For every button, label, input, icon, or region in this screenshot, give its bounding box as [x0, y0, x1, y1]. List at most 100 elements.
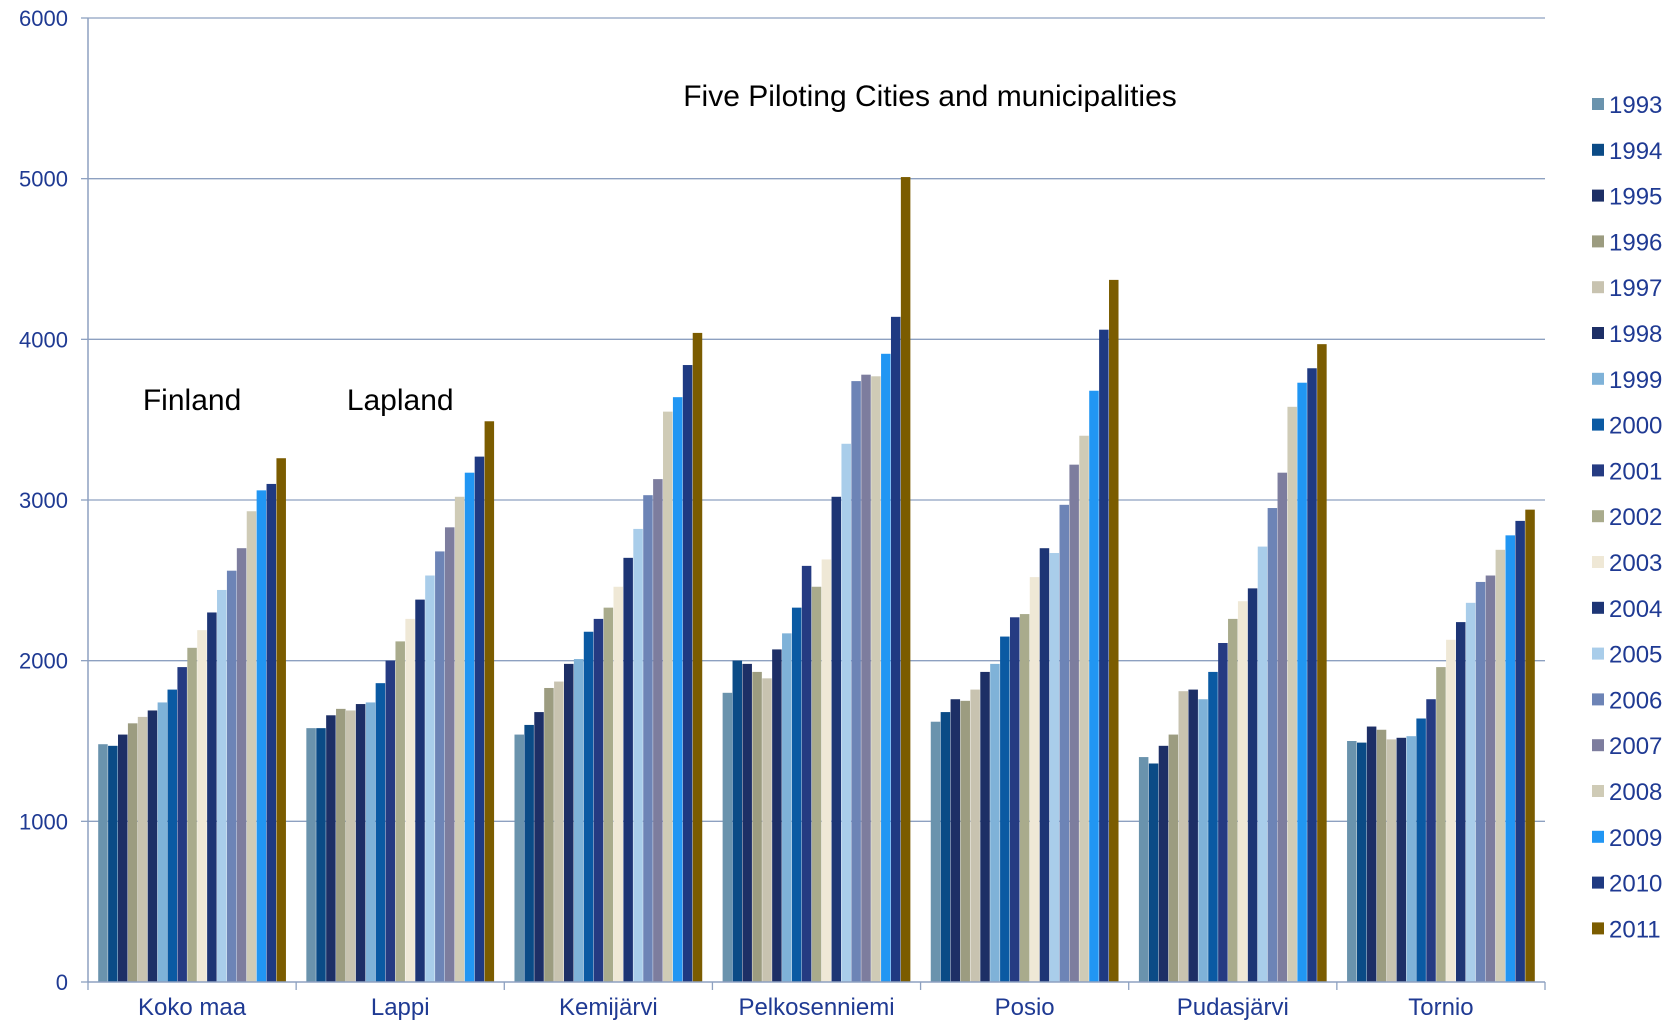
bar [603, 607, 614, 982]
bar [345, 710, 356, 982]
bar [1000, 636, 1010, 982]
bar [405, 618, 415, 982]
bar [990, 663, 1000, 982]
legend-label: 1999 [1609, 367, 1662, 394]
bar [1059, 504, 1070, 982]
bar [583, 631, 594, 982]
bar [137, 716, 148, 982]
bar [752, 671, 762, 982]
bar [217, 589, 227, 982]
bar [454, 496, 465, 982]
bar [1386, 739, 1397, 982]
legend-swatch [1592, 601, 1604, 614]
bar [801, 565, 812, 982]
bar [1317, 344, 1327, 982]
legend-label: 1995 [1609, 184, 1662, 211]
bar [1148, 763, 1159, 982]
legend-label: 2008 [1609, 779, 1662, 806]
bar [236, 548, 247, 982]
legend-swatch [1592, 235, 1604, 248]
y-tick-label: 4000 [19, 327, 68, 352]
bar [415, 599, 425, 982]
bar [1198, 699, 1208, 982]
bar [534, 712, 544, 982]
bar [147, 710, 158, 982]
legend-swatch [1592, 830, 1604, 843]
x-tick-label: Pelkosenniemi [738, 994, 894, 1021]
bar [226, 570, 237, 982]
bar [643, 495, 653, 982]
bar [544, 687, 554, 982]
bar [950, 699, 961, 982]
legend-swatch [1592, 693, 1604, 706]
y-tick-label: 6000 [19, 6, 68, 31]
x-tick-label: Kemijärvi [559, 994, 658, 1021]
bar [1168, 734, 1179, 982]
legend-label: 1998 [1609, 321, 1662, 348]
bar [742, 663, 752, 982]
legend-swatch [1592, 510, 1604, 523]
bar [118, 734, 128, 982]
bar [1247, 588, 1258, 982]
legend-label: 2001 [1609, 458, 1662, 485]
annotations: Finland Lapland Five Piloting Cities and m… [143, 80, 1177, 417]
legend-label: 2011 [1609, 916, 1661, 943]
bar [157, 702, 168, 982]
bar [1455, 622, 1466, 982]
bar [940, 712, 951, 982]
bar [1406, 736, 1416, 982]
bar [326, 715, 336, 982]
bar [871, 376, 881, 983]
bar [1376, 729, 1387, 982]
bar [1465, 602, 1476, 982]
legend-swatch [1592, 281, 1604, 294]
bar [1515, 520, 1525, 982]
bar [970, 689, 980, 982]
legend-swatch [1592, 739, 1604, 752]
bar [1297, 382, 1307, 982]
bar [1366, 726, 1377, 982]
legend-swatch [1592, 143, 1604, 156]
bar [762, 678, 772, 982]
bar [1237, 601, 1248, 982]
bar [1178, 691, 1189, 982]
bar [1208, 671, 1218, 982]
bar [1019, 614, 1030, 982]
bar [1267, 508, 1278, 982]
bar [1475, 581, 1486, 982]
bar [266, 483, 277, 982]
bar [1525, 509, 1535, 982]
bar [207, 612, 217, 982]
bar [1257, 546, 1268, 982]
bar [1158, 745, 1169, 982]
bar [1099, 329, 1109, 982]
y-tick-label: 5000 [19, 167, 68, 192]
chart-annotation: Five Piloting Cities and municipalities [683, 80, 1177, 113]
bar [623, 557, 633, 982]
bar [1049, 553, 1060, 982]
legend-label: 2006 [1609, 687, 1662, 714]
bar [365, 702, 376, 982]
bar [573, 659, 584, 982]
bar [306, 728, 316, 982]
bar [187, 647, 197, 982]
legend-label: 2004 [1609, 596, 1662, 623]
bar [930, 721, 941, 982]
bar [435, 551, 445, 982]
bar [772, 649, 782, 982]
bar [464, 472, 475, 982]
bar [672, 397, 683, 982]
bar [1396, 737, 1407, 982]
bar [633, 528, 643, 982]
bar [177, 667, 187, 982]
legend-swatch [1592, 556, 1604, 568]
bar [1228, 618, 1238, 982]
legend-label: 2009 [1609, 825, 1662, 852]
bar [1109, 279, 1119, 982]
bar [960, 700, 970, 982]
bar [246, 511, 257, 982]
bar [1505, 535, 1515, 982]
bar [336, 708, 346, 982]
bar [554, 681, 564, 982]
